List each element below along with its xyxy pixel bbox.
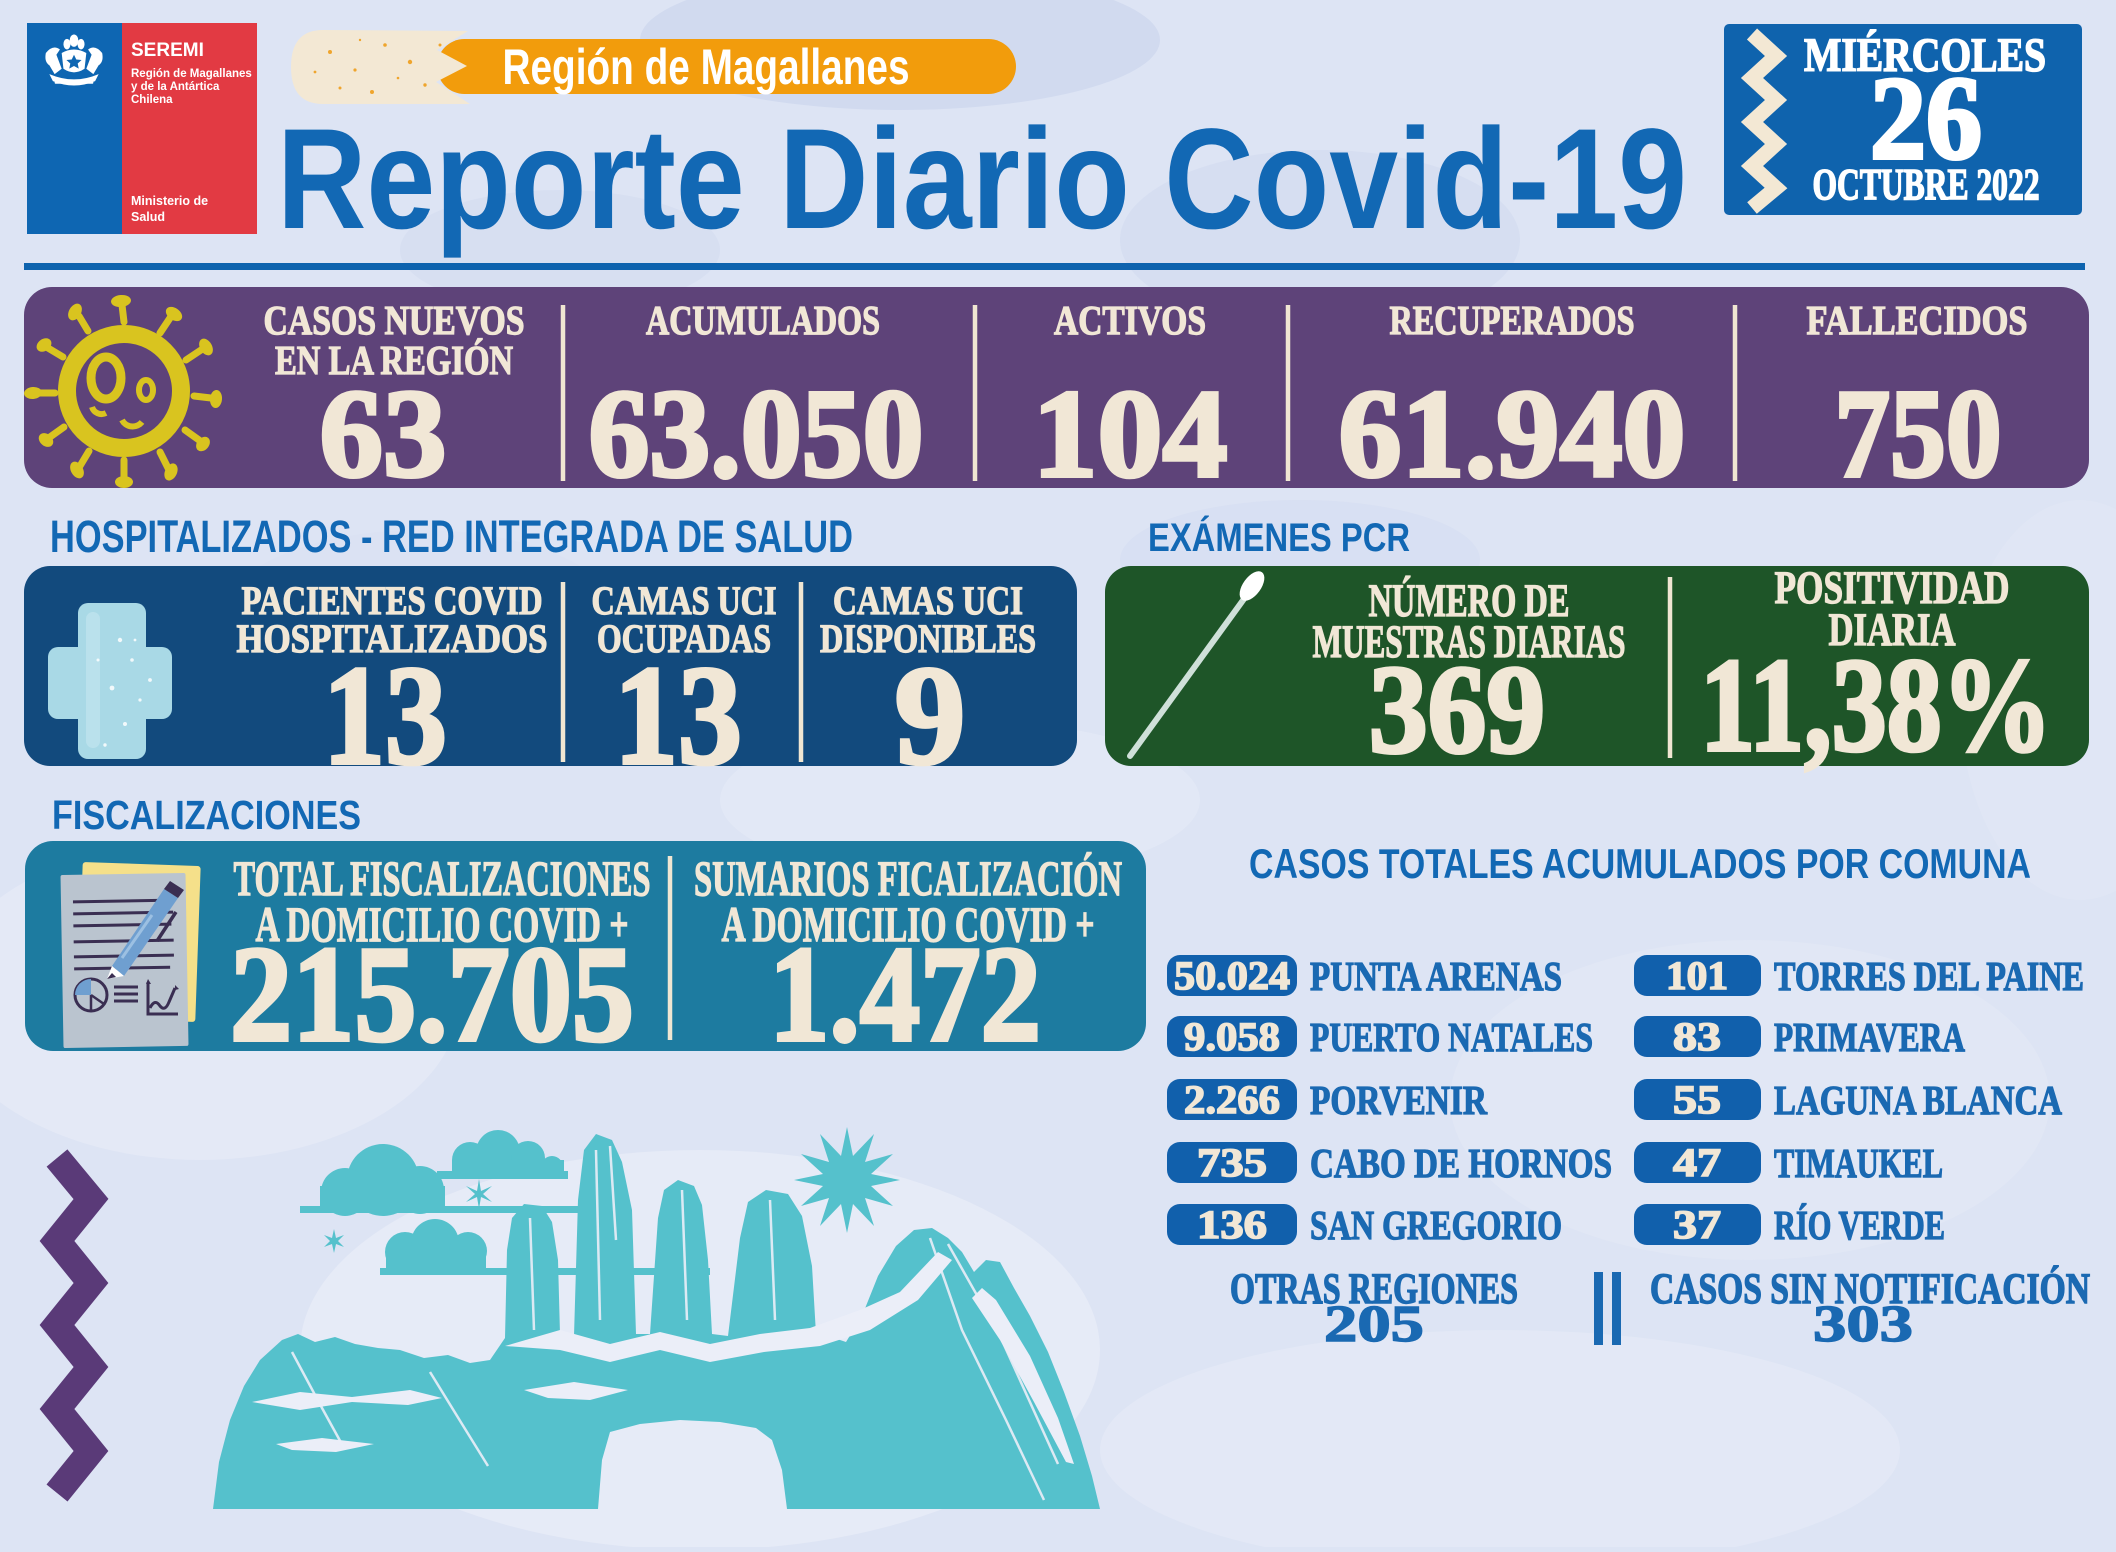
- svg-text:9: 9: [895, 636, 966, 794]
- svg-text:61.940: 61.940: [1339, 365, 1686, 504]
- svg-text:9.058: 9.058: [1184, 1014, 1280, 1059]
- svg-text:750: 750: [1835, 365, 2002, 504]
- svg-text:RÍO VERDE: RÍO VERDE: [1774, 1202, 1945, 1248]
- svg-text:ACUMULADOS: ACUMULADOS: [646, 297, 880, 343]
- svg-text:OCUPADAS: OCUPADAS: [597, 616, 771, 661]
- svg-text:TIMAUKEL: TIMAUKEL: [1774, 1140, 1943, 1186]
- svg-text:Reporte Diario Covid-19: Reporte Diario Covid-19: [277, 100, 1687, 259]
- svg-text:Región de Magallanes: Región de Magallanes: [131, 68, 252, 80]
- svg-text:PUERTO NATALES: PUERTO NATALES: [1310, 1014, 1593, 1060]
- svg-text:CAMAS UCI: CAMAS UCI: [833, 578, 1023, 623]
- svg-text:13: 13: [323, 636, 447, 794]
- svg-text:SUMARIOS FICALIZACIÓN: SUMARIOS FICALIZACIÓN: [694, 850, 1122, 906]
- svg-text:369: 369: [1369, 641, 1545, 780]
- svg-text:2.266: 2.266: [1184, 1077, 1280, 1122]
- svg-text:SAN GREGORIO: SAN GREGORIO: [1310, 1202, 1562, 1248]
- svg-text:DISPONIBLES: DISPONIBLES: [820, 616, 1036, 661]
- svg-text:DIARIA: DIARIA: [1829, 604, 1956, 656]
- svg-text:735: 735: [1197, 1140, 1267, 1185]
- svg-text:11,38%: 11,38%: [1700, 631, 2052, 779]
- svg-text:303: 303: [1813, 1296, 1913, 1353]
- svg-text:Ministerio de: Ministerio de: [131, 194, 208, 208]
- svg-text:205: 205: [1324, 1296, 1424, 1353]
- svg-text:Salud: Salud: [131, 210, 165, 224]
- svg-text:83: 83: [1673, 1014, 1721, 1059]
- svg-text:HOSPITALIZADOS - RED INTEGRADA: HOSPITALIZADOS - RED INTEGRADA DE SALUD: [50, 511, 853, 562]
- svg-text:OTRAS REGIONES: OTRAS REGIONES: [1230, 1266, 1518, 1313]
- svg-text:CABO DE HORNOS: CABO DE HORNOS: [1310, 1140, 1612, 1186]
- svg-text:POSITIVIDAD: POSITIVIDAD: [1775, 562, 2010, 614]
- svg-text:MUESTRAS DIARIAS: MUESTRAS DIARIAS: [1313, 616, 1626, 668]
- svg-text:FISCALIZACIONES: FISCALIZACIONES: [52, 792, 361, 838]
- svg-text:RECUPERADOS: RECUPERADOS: [1390, 297, 1635, 343]
- svg-text:63: 63: [320, 365, 447, 504]
- svg-text:A DOMICILIO COVID +: A DOMICILIO COVID +: [256, 896, 629, 952]
- svg-text:63.050: 63.050: [589, 365, 924, 504]
- svg-text:55: 55: [1673, 1077, 1721, 1122]
- svg-text:HOSPITALIZADOS: HOSPITALIZADOS: [237, 616, 548, 661]
- svg-text:101: 101: [1666, 953, 1728, 998]
- svg-text:13: 13: [614, 636, 742, 794]
- svg-text:MIÉRCOLES: MIÉRCOLES: [1804, 29, 2046, 82]
- svg-text:LAGUNA BLANCA: LAGUNA BLANCA: [1774, 1077, 2062, 1123]
- svg-text:CASOS TOTALES ACUMULADOS POR C: CASOS TOTALES ACUMULADOS POR COMUNA: [1249, 840, 2031, 887]
- svg-text:Región de Magallanes: Región de Magallanes: [503, 39, 910, 95]
- svg-text:TORRES DEL PAINE: TORRES DEL PAINE: [1774, 953, 2084, 999]
- svg-text:37: 37: [1673, 1202, 1721, 1247]
- svg-text:1.472: 1.472: [769, 918, 1041, 1070]
- svg-text:FALLECIDOS: FALLECIDOS: [1807, 297, 2028, 343]
- svg-text:50.024: 50.024: [1174, 953, 1290, 998]
- svg-text:Chilena: Chilena: [131, 94, 173, 106]
- svg-text:CASOS NUEVOS: CASOS NUEVOS: [264, 297, 525, 343]
- svg-text:A DOMICILIO COVID +: A DOMICILIO COVID +: [722, 896, 1095, 952]
- svg-text:NÚMERO DE: NÚMERO DE: [1369, 575, 1570, 627]
- svg-text:PUNTA ARENAS: PUNTA ARENAS: [1310, 953, 1562, 999]
- svg-text:CASOS SIN NOTIFICACIÓN: CASOS SIN NOTIFICACIÓN: [1650, 1266, 2090, 1313]
- svg-text:SEREMI: SEREMI: [131, 40, 204, 61]
- svg-text:136: 136: [1197, 1202, 1267, 1247]
- svg-text:47: 47: [1673, 1140, 1721, 1185]
- svg-text:ACTIVOS: ACTIVOS: [1054, 297, 1206, 343]
- svg-text:PRIMAVERA: PRIMAVERA: [1774, 1014, 1965, 1060]
- svg-text:PORVENIR: PORVENIR: [1310, 1077, 1487, 1123]
- svg-text:y de la Antártica: y de la Antártica: [131, 81, 220, 93]
- svg-text:104: 104: [1033, 365, 1228, 504]
- svg-text:EN LA REGIÓN: EN LA REGIÓN: [275, 337, 513, 383]
- svg-text:EXÁMENES PCR: EXÁMENES PCR: [1148, 515, 1410, 560]
- svg-text:PACIENTES COVID: PACIENTES COVID: [242, 578, 543, 623]
- svg-text:CAMAS UCI: CAMAS UCI: [592, 578, 777, 623]
- svg-text:TOTAL FISCALIZACIONES: TOTAL FISCALIZACIONES: [234, 850, 651, 906]
- svg-text:215.705: 215.705: [230, 918, 634, 1070]
- svg-text:OCTUBRE 2022: OCTUBRE 2022: [1813, 160, 2040, 209]
- svg-text:26: 26: [1870, 52, 1982, 184]
